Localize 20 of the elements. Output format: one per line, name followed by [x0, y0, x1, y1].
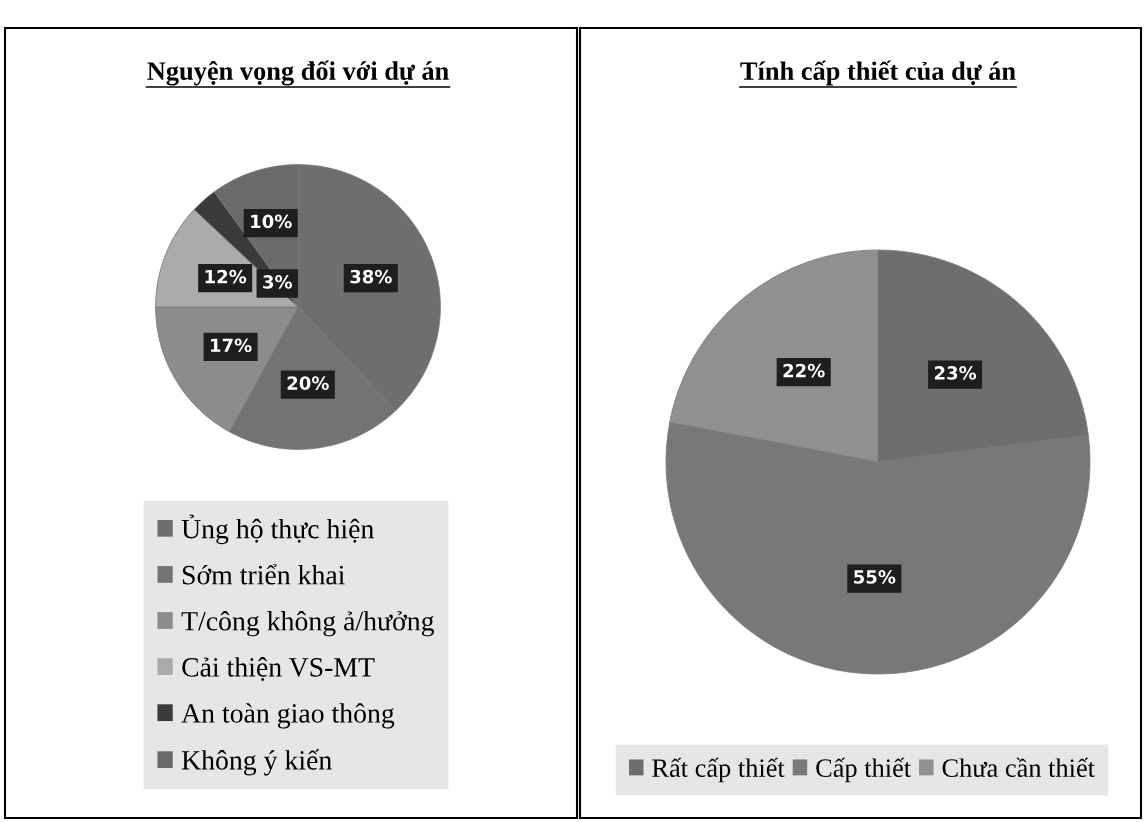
data-label: 17%: [211, 338, 252, 353]
data-label: 23%: [934, 366, 977, 380]
data-label: 38%: [350, 269, 392, 284]
legend-label: Cấp thiết: [816, 757, 911, 783]
legend-label: Sớm triển khai: [182, 564, 345, 585]
chart-title: Nguyện vọng đối với dự án: [147, 60, 449, 86]
data-label: 10%: [251, 214, 292, 229]
legend-label: Ủng hộ thực hiện: [181, 514, 374, 545]
data-label: 22%: [783, 363, 825, 378]
legend-label: T/công không ả/hưởng: [181, 611, 435, 637]
legend-label: An toàn giao thông: [181, 703, 395, 729]
legend-label: Không ý kiến: [181, 749, 332, 776]
data-label: 20%: [287, 376, 329, 390]
data-label: 3%: [263, 275, 293, 289]
legend-label: Chưa cần thiết: [942, 757, 1095, 777]
legend-label: Rất cấp thiết: [652, 757, 785, 783]
data-label: 12%: [205, 269, 247, 284]
chart-title: Tính cấp thiết của dự án: [740, 60, 1016, 86]
legend-label: Cải thiện VS-MT: [182, 657, 375, 682]
data-label: 55%: [854, 570, 896, 584]
